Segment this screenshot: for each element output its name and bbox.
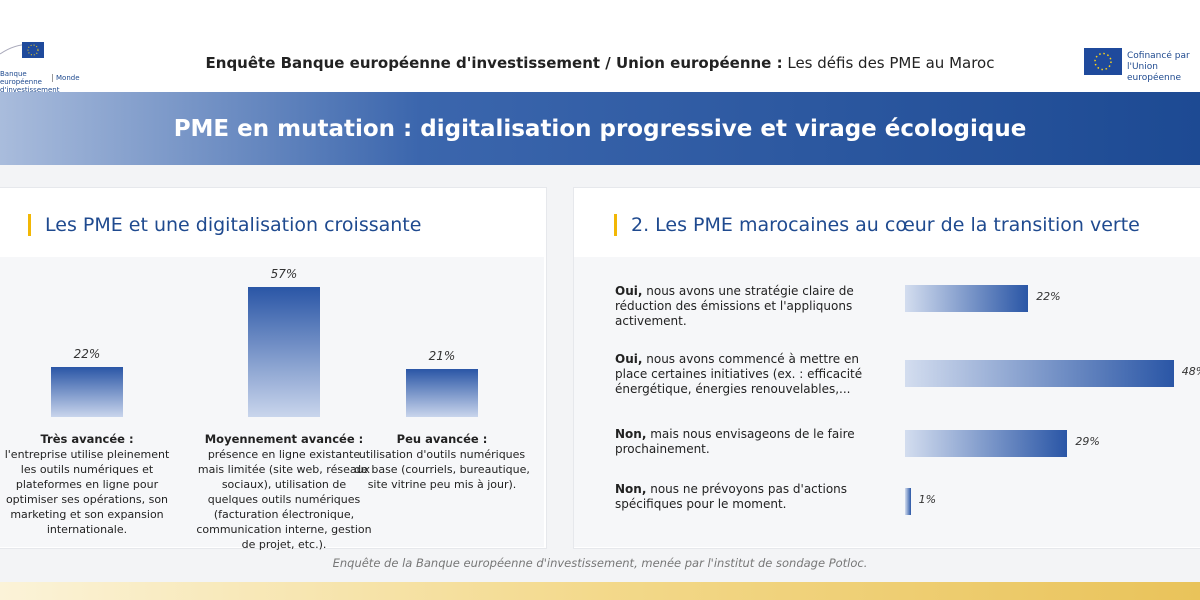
bar — [905, 487, 911, 515]
eu-text-line: l'Union européenne — [1127, 62, 1181, 83]
category-label: Peu avancée : — [396, 432, 488, 446]
value-label: 29% — [1075, 435, 1100, 448]
category-prefix: Oui, — [615, 352, 643, 366]
value-label: 22% — [1036, 290, 1061, 303]
header: Banque européenne d'investissement Monde… — [0, 0, 1200, 94]
bar — [406, 369, 478, 417]
category-prefix: Non, — [615, 482, 647, 496]
value-label: 21% — [428, 349, 456, 364]
footer: Enquête de la Banque européenne d'invest… — [332, 556, 868, 570]
bar — [51, 366, 123, 417]
chart-title: Les PME et une digitalisation croissante — [28, 214, 421, 236]
bar — [905, 359, 1174, 387]
header-title-rest: Les défis des PME au Maroc — [787, 54, 995, 72]
eu-text: Cofinancé par l'Union européenne — [1127, 51, 1200, 84]
category-label: nous avons une stratégie claire de réduc… — [615, 284, 854, 328]
category-description: utilisation d'outils numériques de base … — [354, 448, 530, 491]
category: Moyennement avancée : présence en ligne e… — [196, 432, 372, 552]
category: Non, nous ne prévoyons pas d'actions spé… — [615, 482, 890, 512]
category: Oui, nous avons commencé à mettre en pla… — [615, 352, 890, 397]
bar — [248, 287, 320, 417]
category: Très avancée : l'entreprise utilise plein… — [0, 432, 175, 537]
header-title-bold: Enquête Banque européenne d'investisseme… — [205, 54, 783, 72]
bar — [905, 429, 1068, 457]
value-label: 48% — [1181, 365, 1200, 378]
header-title: Enquête Banque européenne d'investisseme… — [0, 54, 1200, 72]
eib-name: Banque européenne d'investissement — [0, 70, 60, 94]
category-prefix: Non, — [615, 427, 647, 441]
gold-band — [0, 582, 1200, 600]
category-label: Très avancée : — [40, 432, 134, 446]
category-prefix: Oui, — [615, 284, 643, 298]
category-label: nous avons commencé à mettre en place ce… — [615, 352, 863, 396]
plot-bg — [574, 257, 1200, 547]
category-description: l'entreprise utilise pleinement les outi… — [4, 448, 170, 536]
eib-suffix: Monde — [52, 74, 80, 82]
category-label: nous ne prévoyons pas d'actions spécifiq… — [615, 482, 848, 511]
value-label: 1% — [918, 493, 937, 506]
category: Oui, nous avons une stratégie claire de … — [615, 284, 890, 329]
category: Non, mais nous envisageons de le faire p… — [615, 427, 890, 457]
category-label: mais nous envisageons de le faire procha… — [615, 427, 855, 456]
category-label: Moyennement avancée : — [204, 432, 364, 446]
value-label: 57% — [270, 267, 298, 282]
banner: PME en mutation : digitalisation progres… — [0, 92, 1200, 165]
eib-logo — [0, 42, 45, 58]
eu-text-line: Cofinancé par — [1127, 51, 1190, 61]
bar — [905, 284, 1029, 312]
category: Peu avancée : utilisation d'outils numéri… — [354, 432, 530, 492]
category-description: présence en ligne existante mais limitée… — [196, 448, 372, 551]
value-label: 22% — [73, 346, 101, 361]
chart-title: 2. Les PME marocaines au cœur de la tran… — [614, 214, 1140, 236]
eu-flag — [1084, 48, 1122, 75]
